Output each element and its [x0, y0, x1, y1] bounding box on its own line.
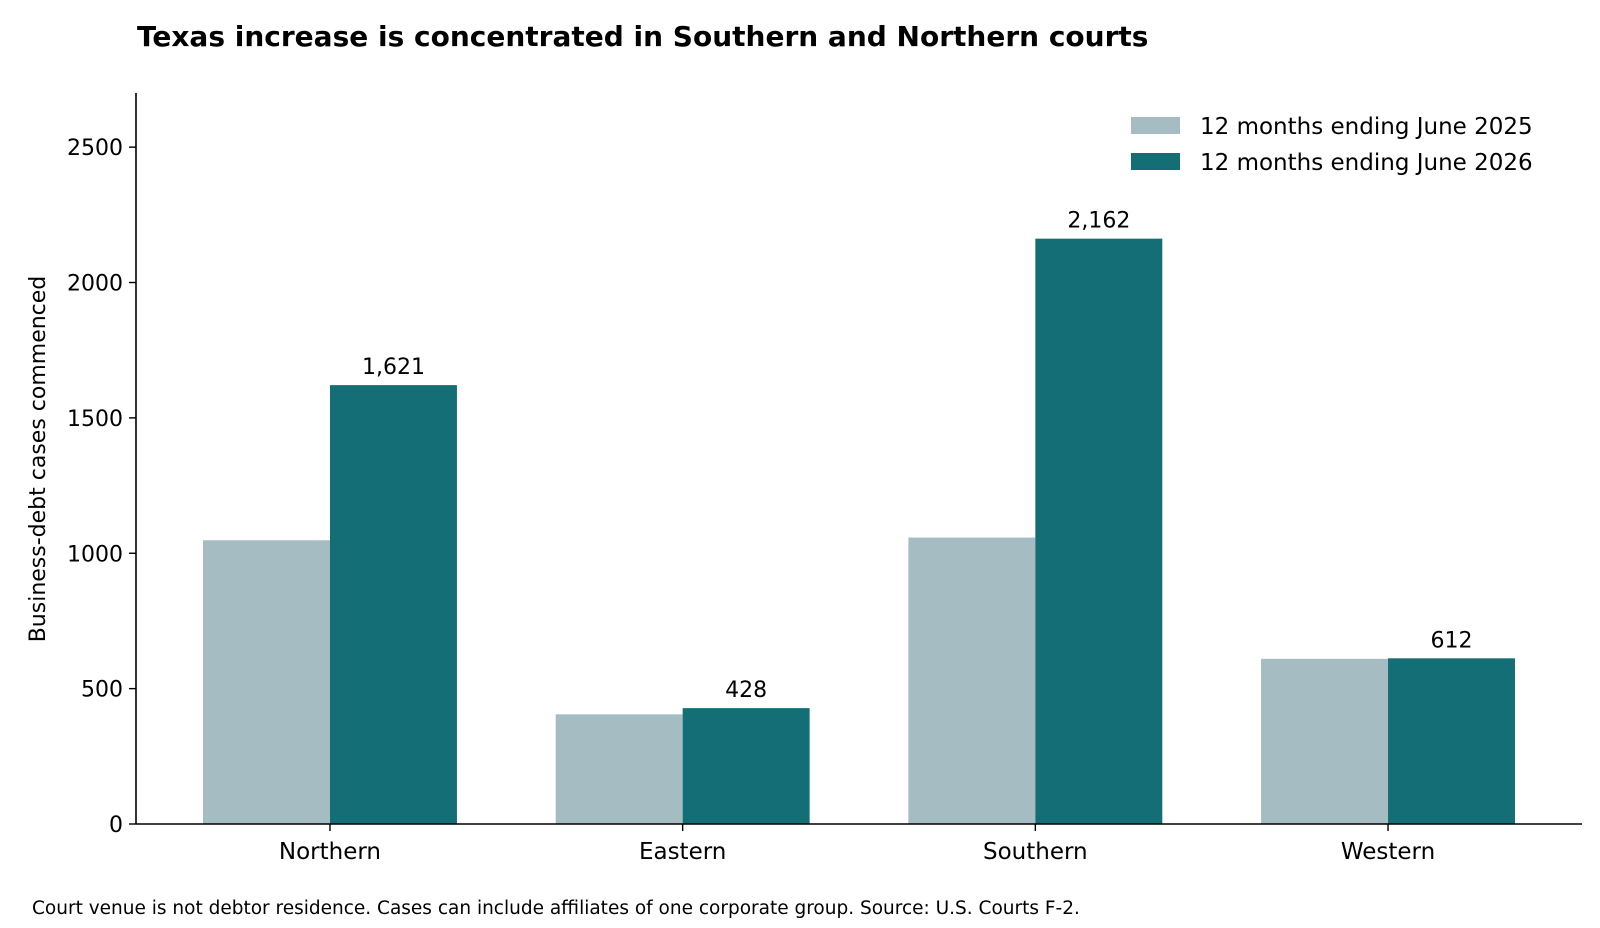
y-tick-label: 1500 [67, 407, 123, 432]
y-tick-label: 500 [81, 678, 123, 703]
chart-title: Texas increase is concentrated in Southe… [137, 20, 1149, 53]
bar-labels-group: 1,621 428 2,162 612 [362, 209, 1473, 703]
legend-label-series-1: 12 months ending June 2025 [1200, 114, 1533, 140]
bars-group [203, 238, 1515, 825]
y-tick-label: 1000 [67, 542, 123, 567]
x-tick-label: Southern [983, 839, 1088, 865]
data-label-eastern: 428 [725, 678, 767, 703]
bar-western-series-2 [1388, 658, 1515, 824]
bar-eastern-series-2 [682, 708, 810, 824]
legend-swatch-series-2 [1131, 153, 1180, 170]
legend-swatch-series-1 [1131, 117, 1180, 134]
y-axis-ticks: 0 500 1000 1500 2000 2500 [67, 136, 136, 838]
y-tick-label: 2500 [67, 136, 123, 161]
bar-southern-series-2 [1035, 238, 1163, 825]
legend: 12 months ending June 2025 12 months endi… [1131, 114, 1533, 176]
data-label-western: 612 [1431, 628, 1473, 653]
x-tick-label: Western [1341, 839, 1435, 865]
y-tick-label: 0 [109, 813, 123, 838]
bar-eastern-series-1 [555, 714, 683, 824]
y-tick-label: 2000 [67, 272, 123, 297]
x-axis-ticks: Northern Eastern Southern Western [279, 824, 1435, 865]
bar-northern-series-2 [329, 385, 457, 824]
source-note: Court venue is not debtor residence. Cas… [32, 898, 1080, 919]
y-axis-label: Business-debt cases commenced [26, 276, 51, 643]
data-label-southern: 2,162 [1067, 209, 1130, 234]
bar-southern-series-1 [908, 537, 1036, 824]
bar-northern-series-1 [203, 540, 330, 824]
legend-label-series-2: 12 months ending June 2026 [1200, 150, 1533, 176]
bar-western-series-1 [1261, 658, 1389, 824]
x-tick-label: Northern [279, 839, 381, 865]
x-tick-label: Eastern [639, 839, 726, 865]
data-label-northern: 1,621 [362, 355, 425, 380]
